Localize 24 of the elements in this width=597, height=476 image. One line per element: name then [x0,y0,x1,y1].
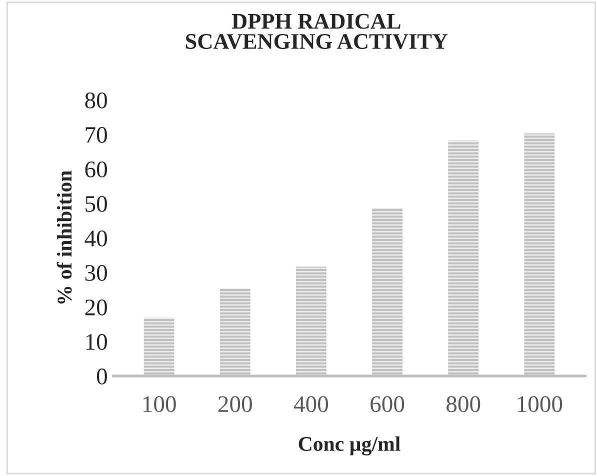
y-tick-label: 10 [86,334,107,350]
y-tick-label: 60 [85,161,107,178]
x-tick-label: 100 [143,396,176,412]
bar [296,266,326,376]
x-tick-label: 800 [446,396,480,412]
bar [144,318,174,376]
y-tick-label: 70 [86,126,107,143]
bar [372,208,402,376]
y-tick-label: 80 [85,92,107,108]
bar [448,140,479,376]
y-tick-label: 30 [85,265,107,281]
x-tick-label: 200 [218,396,252,412]
y-tick-label: 50 [86,196,107,212]
y-tick-label: 40 [84,230,107,246]
x-axis-title: Conc µg/ml [298,436,400,456]
y-axis-title: % of inhibition [56,170,72,304]
bar [524,133,555,376]
x-tick-label: 1000 [518,396,562,412]
y-tick-label: 20 [85,300,107,316]
y-tick-label: 0 [96,368,107,384]
x-tick-label: 600 [370,396,404,412]
bar [220,288,250,376]
chart-title: DPPH RADICAL SCAVENGING ACTIVITY [186,14,448,50]
x-tick-label: 400 [294,396,328,412]
